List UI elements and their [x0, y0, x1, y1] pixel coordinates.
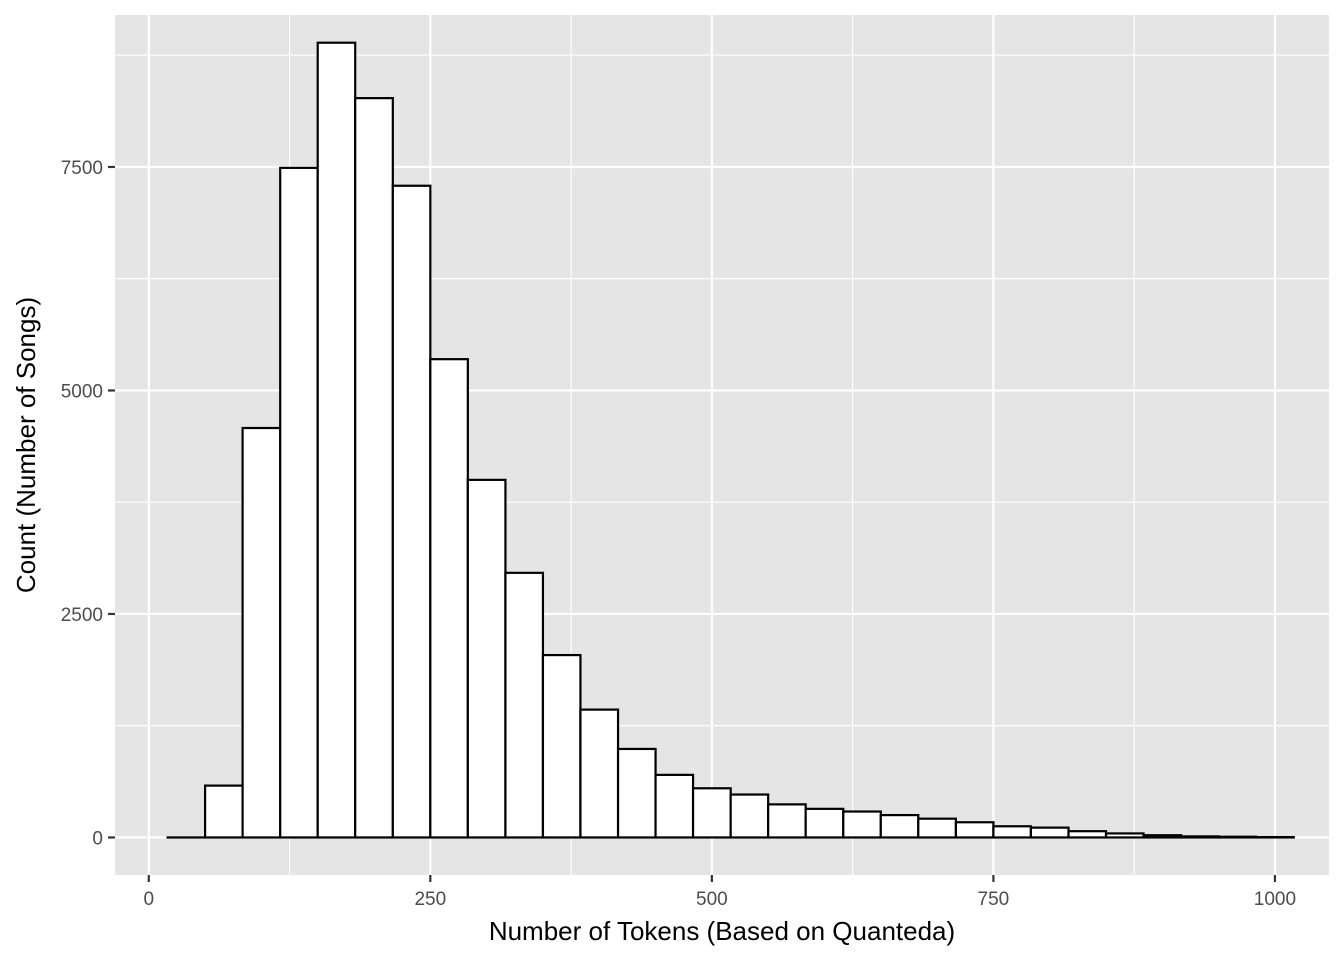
- y-axis-ticks: 0 2500 5000 7500: [61, 158, 115, 849]
- x-tick-label: 1000: [1254, 889, 1296, 910]
- histogram-bar: [804, 807, 845, 839]
- y-tick-label: 7500: [61, 158, 103, 179]
- histogram-bar: [954, 821, 995, 839]
- histogram-bar: [391, 184, 432, 839]
- histogram-bar: [579, 708, 620, 839]
- y-tick-label: 2500: [61, 605, 103, 626]
- histogram-bar: [729, 793, 770, 839]
- y-tick-label: 5000: [61, 381, 103, 402]
- histogram-bar: [354, 97, 394, 839]
- y-axis-title: Count (Number of Songs): [11, 297, 41, 593]
- x-tick-label: 500: [696, 889, 728, 910]
- histogram-bar: [1142, 834, 1183, 839]
- histogram-bar: [842, 810, 882, 839]
- histogram-bar: [992, 825, 1033, 839]
- histogram-bar: [1180, 835, 1220, 839]
- x-tick-label: 0: [143, 889, 154, 910]
- histogram-bar: [1067, 830, 1108, 839]
- histogram-bar: [767, 803, 807, 839]
- histogram-bars: [166, 41, 1295, 839]
- x-axis-title: Number of Tokens (Based on Quanteda): [489, 916, 955, 946]
- histogram-bar: [691, 787, 732, 839]
- histogram-bar: [616, 747, 657, 839]
- histogram-bar: [917, 817, 958, 839]
- histogram-bar: [879, 814, 920, 839]
- histogram-bar: [203, 784, 244, 839]
- histogram-bar: [429, 358, 469, 839]
- x-axis-ticks: 0 250 500 750 1000: [143, 875, 1296, 910]
- histogram-bar: [316, 41, 357, 839]
- histogram-bar: [1104, 832, 1145, 839]
- histogram-bar: [279, 166, 319, 839]
- histogram-bar: [541, 653, 582, 839]
- x-tick-label: 250: [414, 889, 446, 910]
- histogram-bar: [654, 773, 695, 839]
- x-tick-label: 750: [978, 889, 1010, 910]
- y-tick-label: 0: [92, 828, 103, 849]
- histogram-bar: [504, 571, 545, 839]
- histogram-bar: [241, 426, 282, 839]
- histogram-bar: [466, 478, 507, 839]
- histogram-bar: [1217, 835, 1258, 839]
- histogram-bar: [1029, 826, 1070, 839]
